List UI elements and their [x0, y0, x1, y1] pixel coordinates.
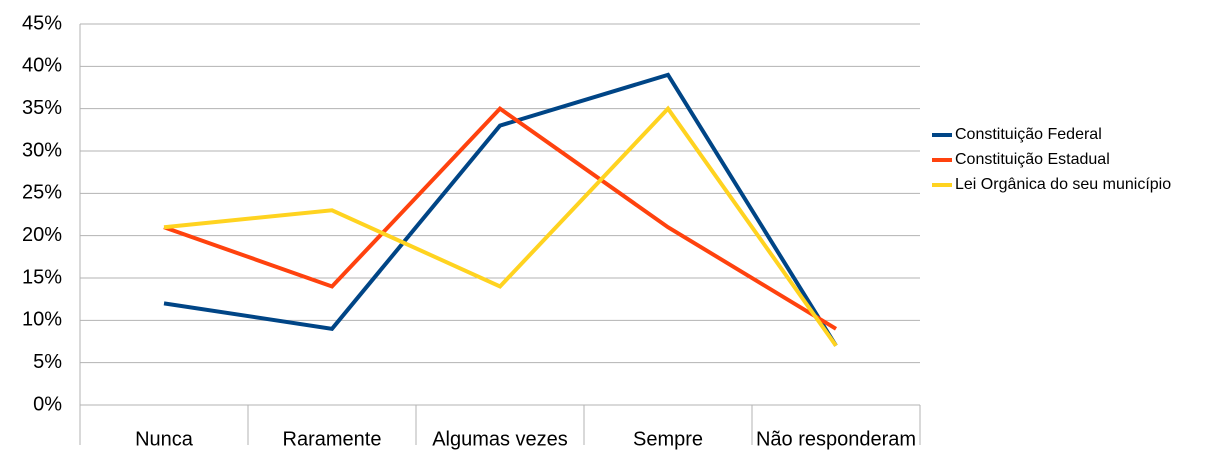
legend-label: Constituição Federal: [955, 126, 1102, 143]
x-tick-label: Raramente: [283, 428, 382, 450]
series-line: [163, 105, 838, 347]
y-tick-label: 5%: [33, 351, 62, 373]
y-tick-label: 25%: [22, 182, 62, 204]
legend-label: Constituição Estadual: [955, 151, 1110, 168]
y-tick-label: 35%: [22, 97, 62, 119]
y-tick-label: 30%: [22, 139, 62, 161]
legend-label: Lei Orgânica do seu município: [955, 176, 1171, 193]
y-tick-label: 40%: [22, 55, 62, 77]
y-tick-label: 45%: [22, 12, 62, 34]
series-line: [163, 106, 838, 331]
series-line: [163, 72, 838, 347]
y-tick-label: 10%: [22, 309, 62, 331]
y-tick-label: 20%: [22, 224, 62, 246]
y-tick-label: 0%: [33, 393, 62, 415]
x-tick-label: Algumas vezes: [432, 428, 568, 450]
x-tick-label: Nunca: [135, 428, 194, 450]
x-tick-label: Não responderam: [756, 428, 916, 450]
x-tick-label: Sempre: [633, 428, 703, 450]
y-tick-label: 15%: [22, 266, 62, 288]
